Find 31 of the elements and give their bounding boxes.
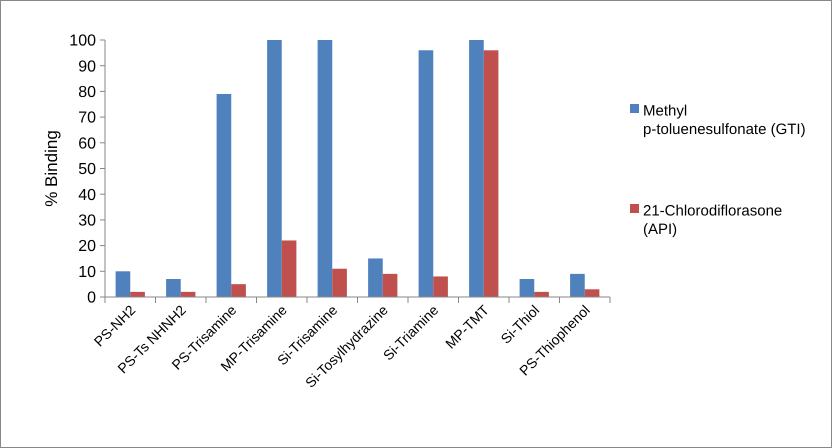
bar	[282, 240, 296, 297]
y-tick-label: 90	[78, 58, 96, 76]
bar	[382, 274, 398, 297]
legend-label: Methyl p-toluenesulfonate (GTI)	[643, 102, 806, 138]
bar	[418, 50, 434, 297]
y-tick-label: 20	[78, 238, 96, 256]
y-tick-label: 50	[78, 161, 96, 178]
y-axis-title: % Binding	[42, 130, 61, 207]
bar	[520, 279, 534, 297]
bar	[267, 40, 282, 297]
y-tick-label: 70	[78, 110, 96, 127]
bar	[116, 271, 130, 297]
bar	[318, 40, 332, 297]
y-tick-label: 100	[69, 32, 96, 50]
bar	[332, 268, 347, 297]
y-tick-label: 10	[78, 264, 96, 281]
legend-label: 21-Chlorodiflorasone (API)	[643, 202, 782, 238]
y-tick-label: 60	[78, 135, 96, 152]
y-tick-label: 80	[78, 84, 96, 101]
y-tick-label: 30	[78, 212, 96, 230]
bar	[368, 258, 383, 297]
bar	[469, 40, 484, 297]
bar	[484, 50, 498, 297]
bar	[584, 289, 600, 297]
bar	[231, 284, 246, 297]
bar	[570, 274, 585, 297]
y-tick-label: 0	[87, 290, 96, 307]
bar	[166, 279, 181, 297]
bar	[216, 94, 232, 297]
bar	[433, 276, 448, 297]
y-tick-label: 40	[78, 186, 96, 204]
